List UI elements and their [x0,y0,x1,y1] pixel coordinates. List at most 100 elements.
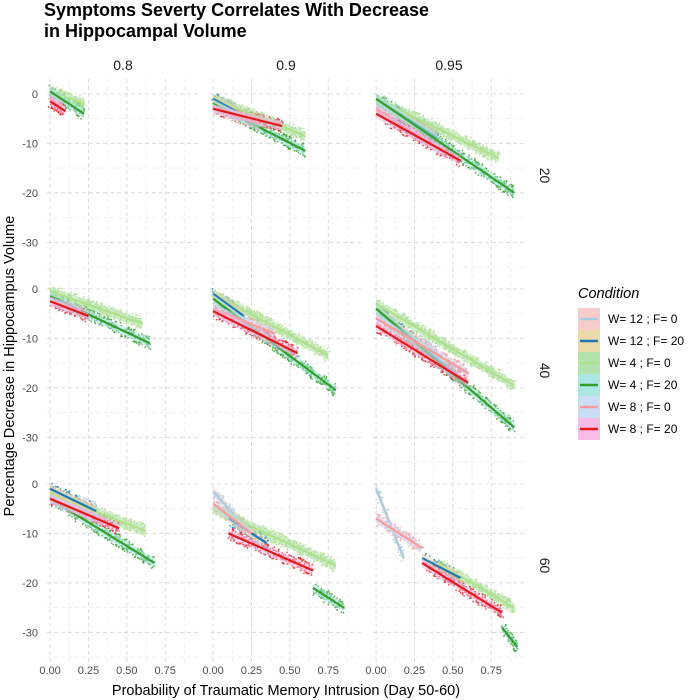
data-point [417,112,420,114]
data-point [70,93,73,95]
data-point [279,323,282,325]
data-point [323,345,326,348]
data-point [505,180,508,183]
data-point [299,139,302,142]
data-point [450,144,453,146]
data-point [232,119,235,122]
data-point [288,122,291,125]
data-point [406,327,409,329]
data-point [281,356,284,359]
data-point [119,335,122,338]
data-point [246,105,249,108]
data-point [424,325,427,328]
data-point [294,139,297,142]
data-point [73,315,76,318]
data-point [444,138,447,141]
data-point [302,127,305,130]
data-point [331,392,333,394]
data-point [290,363,293,366]
data-point [437,134,439,137]
data-point [452,129,454,132]
data-point [288,135,291,137]
data-point [51,107,54,110]
data-point [283,337,285,339]
data-point [137,315,140,317]
data-point [271,349,274,351]
data-point [391,99,394,102]
data-point [462,164,464,167]
data-point [81,318,84,321]
data-point [57,111,60,114]
data-point [300,127,302,130]
data-point [276,351,279,354]
data-point [285,134,288,137]
data-point [454,355,457,357]
data-point [460,144,462,146]
data-point [301,335,304,338]
data-point [47,106,50,108]
data-point [270,318,272,321]
data-point [263,112,265,115]
data-point [296,346,299,349]
data-point [115,320,117,323]
data-point [77,115,79,118]
data-point [506,387,509,390]
panel-grid [210,469,362,662]
data-point [466,148,469,151]
data-point [76,113,78,116]
data-point [278,119,281,121]
data-point [383,95,386,98]
data-point [324,359,326,362]
data-point [88,319,91,321]
data-point [295,344,298,346]
data-point [422,337,425,340]
data-point [53,110,56,112]
data-point [481,163,484,166]
data-point [96,300,98,303]
data-point [273,139,275,141]
data-point [59,113,61,115]
panel-grid [47,274,199,467]
data-point [282,132,285,135]
data-point [271,116,274,119]
data-point [55,110,58,112]
data-point [512,184,515,187]
data-point [248,306,251,309]
data-point [299,153,301,155]
data-point [489,148,492,150]
data-point [83,100,86,103]
data-point [439,135,442,138]
data-point [458,165,461,168]
data-point [479,153,481,156]
data-point [120,309,122,311]
data-point [493,172,496,175]
data-point [290,343,293,346]
data-point [288,360,290,363]
data-point [487,375,490,377]
data-point [213,114,215,116]
data-point [293,363,295,366]
data-point [280,335,283,338]
data-point [511,196,514,199]
data-point [65,107,67,110]
data-point [47,287,50,290]
data-point [422,144,424,147]
data-point [387,97,390,100]
data-point [308,338,311,341]
data-point [211,288,214,290]
chart-title: Symptoms Severty Correlates With Decreas… [44,0,430,41]
data-point [237,121,240,124]
data-point [285,338,288,340]
data-point [285,340,287,342]
data-point [259,312,261,315]
data-point [301,347,304,350]
data-point [438,345,441,348]
data-point [430,118,433,120]
data-point [237,300,239,303]
fit-line [212,107,283,128]
data-point [415,111,418,114]
panel-grid [47,79,199,272]
data-point [128,326,130,329]
data-point [469,168,472,170]
data-point [492,149,495,151]
